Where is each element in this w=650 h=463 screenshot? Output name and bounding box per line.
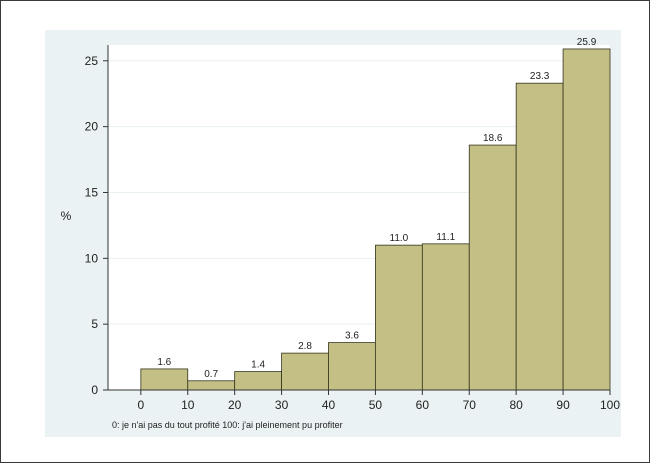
histogram-bar: [140, 368, 189, 391]
x-tick-label: 60: [416, 398, 430, 412]
histogram-bar: [515, 82, 564, 391]
x-tick-label: 0: [137, 398, 144, 412]
y-tick-label: 15: [85, 185, 99, 199]
y-tick-label: 10: [85, 251, 99, 265]
x-tick-label: 10: [181, 398, 195, 412]
x-tick-label: 50: [369, 398, 383, 412]
histogram-bar: [187, 380, 236, 391]
bar-value-label: 2.8: [298, 341, 312, 352]
x-tick-label: 20: [228, 398, 242, 412]
bar-value-label: 23.3: [530, 71, 550, 82]
y-tick-label: 20: [85, 120, 99, 134]
y-axis-title: %: [61, 209, 72, 223]
y-tick-label: 25: [85, 54, 99, 68]
bar-value-label: 11.1: [436, 232, 455, 243]
histogram-bar: [468, 144, 517, 391]
histogram-bar: [562, 48, 611, 391]
bar-value-label: 18.6: [483, 133, 503, 144]
histogram-bar: [328, 342, 376, 391]
bar-value-label: 1.4: [251, 360, 265, 371]
histogram-bar: [421, 243, 470, 391]
histogram-bar: [281, 352, 329, 391]
bar-value-label: 25.9: [577, 37, 597, 48]
x-tick-label: 30: [275, 398, 289, 412]
histogram-bar: [375, 244, 423, 391]
x-tick-label: 80: [509, 398, 523, 412]
x-tick-label: 40: [322, 398, 336, 412]
bar-value-label: 11.0: [390, 233, 409, 244]
x-tick-label: 90: [556, 398, 570, 412]
y-tick-label: 5: [91, 317, 98, 331]
x-tick-label: 70: [463, 398, 477, 412]
x-axis-note: 0: je n'ai pas du tout profité 100: j'ai…: [112, 420, 343, 430]
bar-value-label: 0.7: [204, 369, 218, 380]
bar-value-label: 1.6: [157, 357, 171, 368]
histogram-bar: [234, 371, 282, 391]
y-tick-label: 0: [91, 383, 98, 397]
x-tick-label: 100: [600, 398, 620, 412]
bar-value-label: 3.6: [345, 331, 359, 342]
